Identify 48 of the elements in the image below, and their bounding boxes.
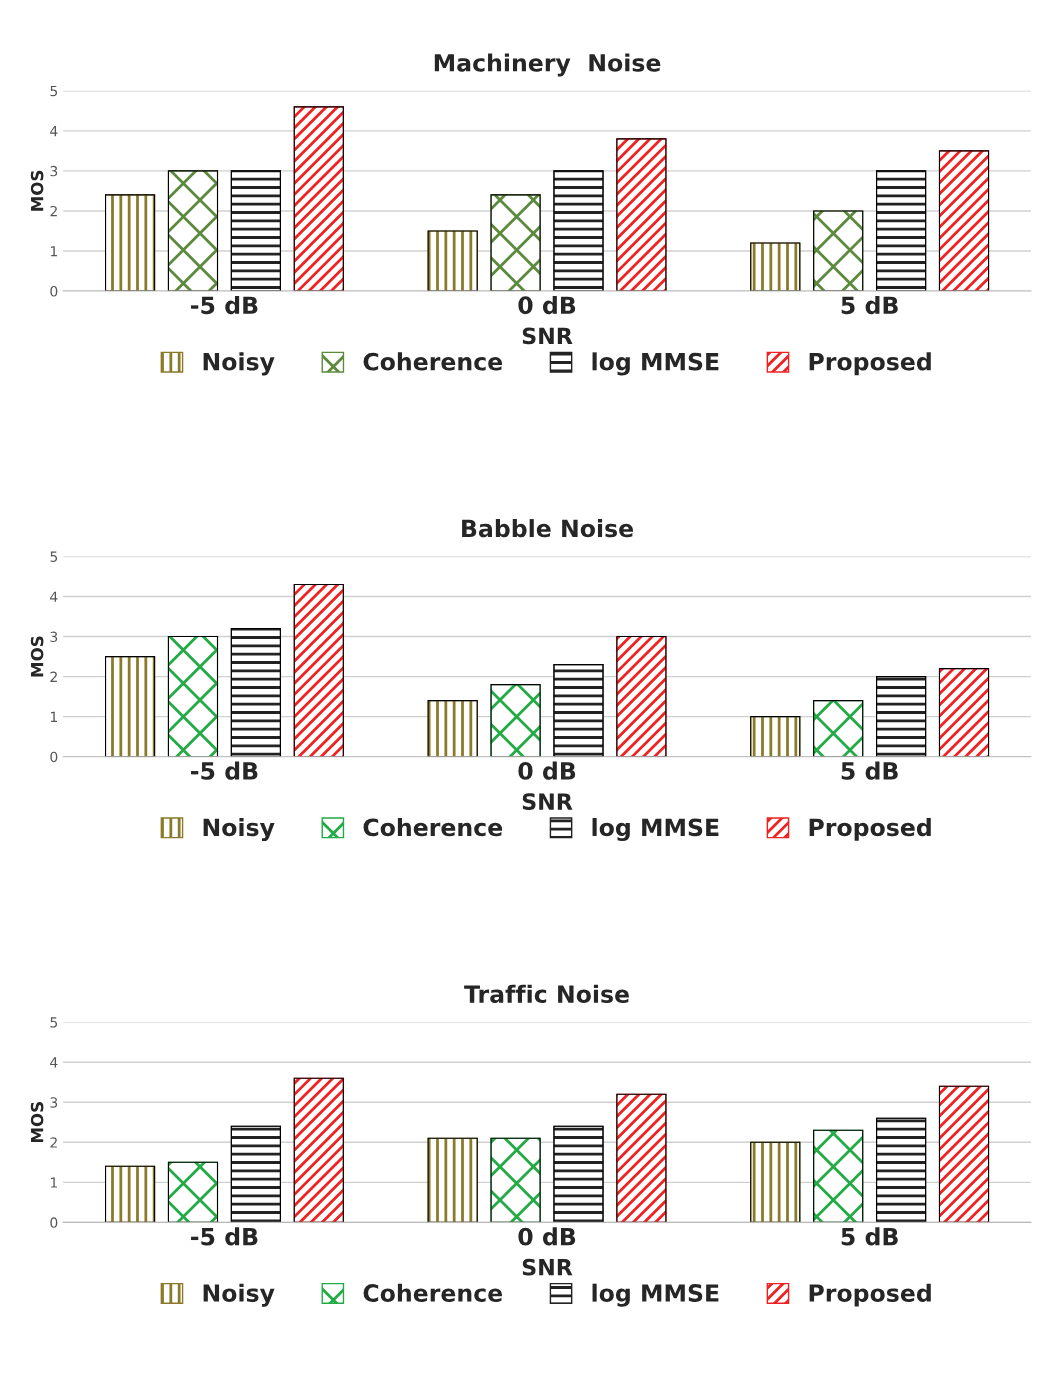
legend-label: log MMSE bbox=[592, 1283, 719, 1307]
y-axis-title: MOS bbox=[30, 636, 44, 677]
x-tick-label: -5 dB bbox=[191, 1227, 258, 1246]
y-tick-label: 3 bbox=[50, 165, 58, 177]
y-axis-title: MOS bbox=[30, 1102, 44, 1143]
y-axis-title: MOS bbox=[30, 170, 44, 211]
legend-label: log MMSE bbox=[592, 818, 719, 842]
x-tick-label: -5 dB bbox=[191, 295, 258, 315]
x-tick-label: -5 dB bbox=[191, 761, 258, 780]
chart-title: Traffic Noise bbox=[464, 984, 629, 1004]
y-tick-label: 2 bbox=[50, 1137, 57, 1148]
x-axis-title: SNR bbox=[522, 327, 573, 345]
y-tick-label: 2 bbox=[50, 205, 57, 217]
y-tick-label: 4 bbox=[50, 1057, 58, 1068]
x-axis-title: SNR bbox=[522, 793, 573, 810]
legend-label: Coherence bbox=[363, 818, 503, 837]
y-tick-label: 1 bbox=[50, 711, 57, 722]
y-tick-label: 1 bbox=[50, 246, 57, 257]
x-tick-label: 0 dB bbox=[518, 1227, 576, 1246]
legend-label: Proposed bbox=[809, 352, 931, 376]
y-tick-label: 0 bbox=[50, 751, 58, 763]
x-tick-label: 0 dB bbox=[518, 295, 576, 315]
legend-label: Coherence bbox=[363, 1283, 503, 1302]
y-tick-label: 0 bbox=[50, 286, 58, 297]
y-tick-label: 0 bbox=[50, 1217, 58, 1228]
y-tick-label: 4 bbox=[50, 591, 58, 602]
y-tick-label: 5 bbox=[50, 1017, 58, 1028]
legend-label: log MMSE bbox=[592, 352, 719, 376]
y-tick-label: 1 bbox=[50, 1177, 57, 1188]
y-tick-label: 5 bbox=[50, 85, 58, 97]
y-tick-label: 5 bbox=[50, 551, 58, 562]
legend-label: Coherence bbox=[363, 352, 503, 371]
y-tick-label: 3 bbox=[50, 1097, 58, 1108]
x-tick-label: 5 dB bbox=[841, 1227, 898, 1246]
legend-label: Noisy bbox=[203, 352, 275, 376]
legend-label: Noisy bbox=[203, 1283, 275, 1307]
x-tick-label: 0 dB bbox=[518, 761, 576, 780]
x-tick-label: 5 dB bbox=[841, 761, 898, 780]
x-axis-title: SNR bbox=[522, 1258, 573, 1276]
y-tick-label: 2 bbox=[50, 671, 57, 682]
chart-title: Machinery Noise bbox=[434, 53, 661, 77]
chart-title: Babble Noise bbox=[462, 519, 633, 538]
y-tick-label: 4 bbox=[50, 126, 58, 137]
legend-label: Proposed bbox=[809, 1283, 931, 1307]
legend-label: Proposed bbox=[809, 818, 931, 841]
x-tick-label: 5 dB bbox=[841, 295, 898, 315]
y-tick-label: 3 bbox=[50, 631, 58, 643]
legend-label: Noisy bbox=[203, 818, 275, 842]
